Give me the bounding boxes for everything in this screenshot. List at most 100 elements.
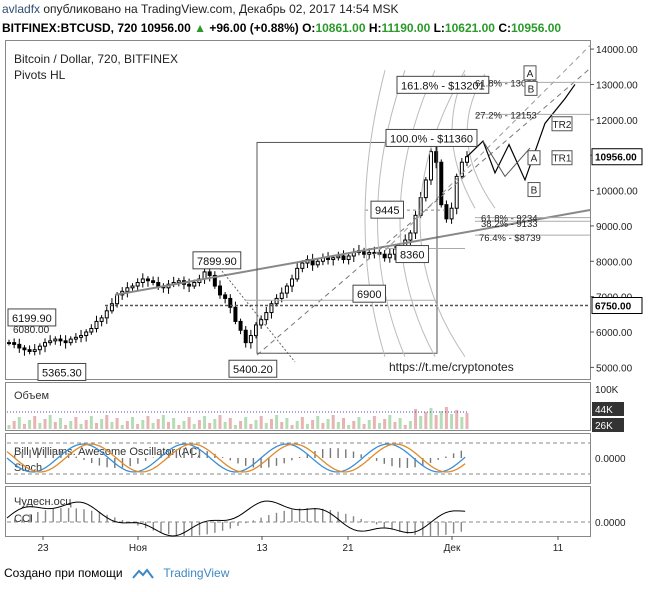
x-tick-label: Ноя	[129, 543, 147, 554]
volume-bar	[7, 425, 11, 429]
label-8360-box	[395, 245, 429, 264]
candle-body	[156, 282, 161, 287]
volume-bar	[79, 424, 83, 429]
volume-bar	[58, 418, 62, 429]
volume-bar	[22, 424, 26, 429]
volume-bar	[311, 420, 315, 429]
candle-body	[259, 319, 264, 326]
candle-body	[423, 179, 428, 199]
volume-bar	[89, 416, 93, 429]
volume-bar	[295, 421, 299, 429]
high-value: 11190.00	[381, 21, 431, 35]
candle-body	[223, 294, 228, 299]
wave-label: B	[528, 84, 535, 95]
candle-body	[207, 271, 212, 276]
chart-area[interactable]: 5000.006000.007000.008000.009000.0010000…	[5, 40, 645, 560]
y-tick-label: 12000.00	[596, 116, 638, 127]
candle-body	[94, 320, 99, 329]
osc1-d-line	[6, 443, 466, 473]
volume-bar	[275, 415, 279, 429]
price-tag-label: 10956.00	[595, 153, 637, 164]
oscillator1-pane-frame	[5, 433, 591, 484]
wave-label-box	[527, 182, 541, 198]
volume-bar	[192, 424, 196, 429]
candle-body	[449, 207, 454, 220]
volume-bar	[398, 418, 402, 429]
volume-tick-label: 26K	[595, 421, 613, 432]
y-tick-label: 8000.00	[596, 257, 633, 268]
wave-label-box	[527, 150, 541, 166]
volume-bar	[429, 408, 433, 429]
volume-bar	[131, 417, 135, 429]
main-pane: 5000.006000.007000.008000.009000.0010000…	[7, 45, 643, 554]
candle-body	[37, 345, 42, 351]
fib-label: 61.8% - 13060	[475, 78, 537, 89]
swing-dotted-line	[216, 264, 296, 363]
volume-bar	[393, 422, 397, 429]
osc2-tick-label: 0.0000	[595, 518, 626, 529]
x-tick-label: 23	[37, 543, 49, 554]
candle-body	[243, 329, 248, 344]
fib-label: 38.2% - 9133	[481, 219, 538, 230]
volume-bar	[167, 422, 171, 429]
volume-bars: 100K 44K 26K	[7, 385, 624, 432]
candle-body	[300, 262, 305, 269]
candle-body	[454, 175, 459, 209]
volume-bar	[12, 421, 16, 429]
volume-bar	[259, 416, 263, 429]
candle-body	[290, 278, 295, 287]
x-tick-label: 11	[553, 543, 564, 554]
volume-bar	[316, 416, 320, 429]
channel-link[interactable]: https://t.me/cryptonotes	[389, 360, 514, 374]
trendline-upper	[114, 209, 591, 296]
tradingview-brand[interactable]: TradingView	[163, 566, 230, 580]
volume-bar	[300, 417, 304, 429]
volume-bar	[403, 425, 407, 429]
volume-bar	[321, 423, 325, 429]
fib-label: 61.8% - 9234	[481, 214, 538, 225]
candle-body	[63, 340, 68, 344]
volume-bar	[378, 423, 382, 429]
osc1-tick-label: 0.0000	[595, 454, 626, 465]
candle-body	[135, 282, 140, 287]
volume-bar	[218, 415, 222, 429]
volume-bar	[172, 418, 176, 429]
low-value: 10621.00	[444, 21, 495, 35]
price-change: +96.00 (+0.88%)	[209, 21, 299, 35]
candle-body	[413, 214, 418, 234]
price-tag-box	[591, 148, 643, 166]
candle-body	[27, 349, 32, 352]
volume-bar	[38, 423, 42, 429]
fib-label: 27.2% - 12153	[475, 110, 537, 121]
chart-svg[interactable]: 5000.006000.007000.008000.009000.0010000…	[5, 40, 645, 560]
volume-bar	[249, 424, 253, 429]
candle-body	[109, 303, 114, 312]
label-9445: 9445	[375, 205, 399, 217]
volume-bar	[280, 422, 284, 429]
label-6080: 6080.00	[13, 325, 50, 336]
candle-body	[341, 255, 346, 261]
low-label: L:	[433, 21, 445, 35]
volume-bar	[352, 421, 356, 429]
candle-body	[254, 324, 259, 337]
candle-body	[434, 151, 439, 163]
fib-label: 76.4% - $8739	[479, 233, 541, 244]
candle-body	[336, 255, 341, 259]
candle-body	[428, 151, 433, 181]
volume-bar	[141, 420, 145, 429]
x-tick-label: Дек	[444, 543, 461, 554]
volume-title: Объем	[14, 390, 49, 402]
volume-tick-label: 100K	[595, 385, 619, 396]
candle-body	[382, 253, 387, 259]
candle-body	[192, 282, 197, 287]
candle-body	[68, 338, 73, 344]
author-name[interactable]: avladfx	[2, 2, 41, 16]
label-6900: 6900	[357, 289, 381, 301]
volume-tag-box	[592, 418, 624, 432]
main-pane-frame	[5, 40, 591, 380]
candle-body	[151, 280, 156, 284]
volume-bar	[146, 416, 150, 429]
volume-bar	[434, 415, 438, 429]
volume-bar	[336, 422, 340, 429]
volume-bar	[125, 421, 129, 429]
